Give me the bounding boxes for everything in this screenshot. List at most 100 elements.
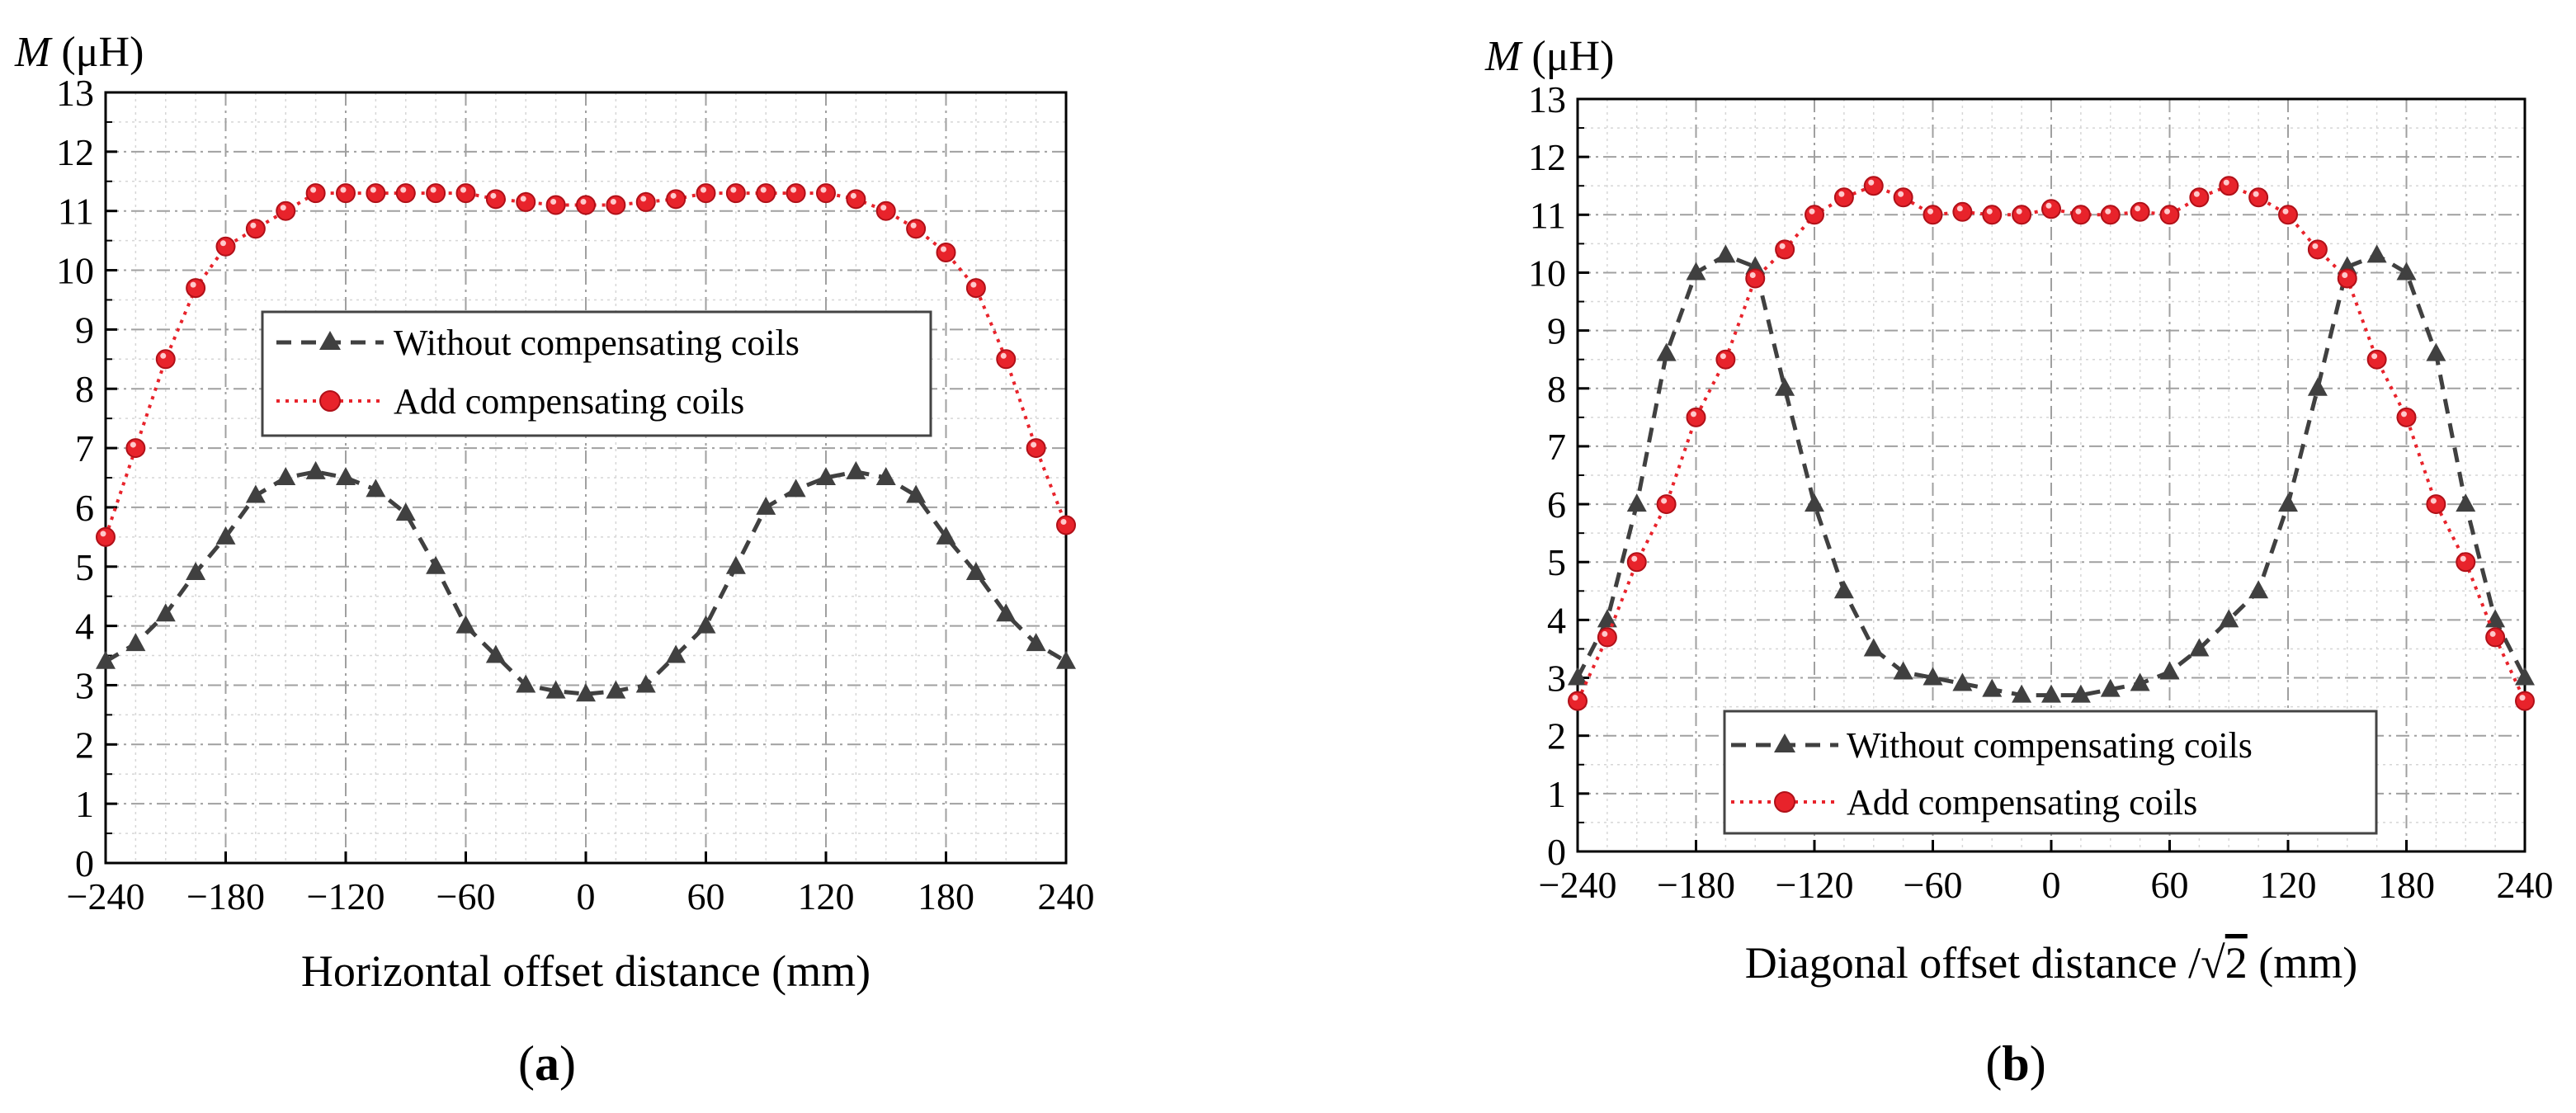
data-point-add xyxy=(725,183,746,204)
x-tick-label: 240 xyxy=(1038,875,1095,917)
series-layer-a xyxy=(96,183,1076,702)
data-point-without xyxy=(96,650,116,669)
data-point-add xyxy=(1597,627,1617,648)
legend-box-a xyxy=(261,310,932,437)
data-point-without xyxy=(875,467,896,485)
data-point-add xyxy=(666,189,686,210)
data-point-add xyxy=(936,242,956,262)
data-point-add xyxy=(1568,691,1588,711)
data-point-add-highlight xyxy=(1000,352,1007,359)
data-point-add xyxy=(2485,627,2506,648)
data-point-add-highlight xyxy=(1060,518,1067,525)
data-point-add xyxy=(2337,268,2357,289)
data-point-add xyxy=(545,195,566,215)
data-point-add xyxy=(2130,201,2150,222)
data-point-without xyxy=(1686,262,1706,281)
data-point-without xyxy=(2219,609,2239,628)
data-point-without xyxy=(1863,638,1884,657)
x-tick-label: 0 xyxy=(2042,864,2061,906)
data-point-add xyxy=(1775,239,1795,260)
data-point-without xyxy=(2485,609,2506,628)
x-tick-label: −240 xyxy=(1539,864,1617,906)
data-point-add xyxy=(2515,691,2535,711)
data-point-add xyxy=(336,183,356,204)
y-tick-label: 5 xyxy=(1547,541,1566,583)
data-point-without xyxy=(186,561,206,580)
x-tick-label: 120 xyxy=(2260,864,2317,906)
data-point-add xyxy=(2219,176,2239,196)
y-tick-label: 12 xyxy=(56,131,94,173)
y-tick-label: 8 xyxy=(1547,368,1566,410)
data-point-add-highlight xyxy=(670,192,677,199)
data-point-add-highlight xyxy=(2045,202,2052,209)
data-point-add xyxy=(1982,205,2003,225)
data-point-without xyxy=(1982,678,2003,697)
data-point-add-highlight xyxy=(2312,243,2319,249)
data-point-without xyxy=(2159,661,2180,680)
data-point-add xyxy=(846,189,866,210)
y-tick-label: 9 xyxy=(1547,310,1566,352)
data-point-add xyxy=(576,195,596,215)
data-point-without xyxy=(155,603,176,622)
data-point-add-highlight xyxy=(2401,411,2407,417)
legend-a: Without compensating coils Add compensat… xyxy=(261,310,932,437)
data-point-add-highlight xyxy=(1661,498,1668,504)
legend-label-without-b: Without compensating coils xyxy=(1847,725,2253,766)
data-point-add-highlight xyxy=(160,352,167,359)
y-tick-label: 12 xyxy=(1528,136,1566,178)
data-point-add-highlight xyxy=(1779,243,1786,249)
data-point-add xyxy=(125,438,146,459)
data-point-add xyxy=(1715,349,1736,370)
data-point-without xyxy=(725,555,746,574)
data-point-add xyxy=(1686,407,1706,427)
data-point-without xyxy=(366,479,386,498)
data-point-add xyxy=(2189,187,2210,208)
data-point-add-highlight xyxy=(2016,208,2022,215)
data-point-without xyxy=(215,526,236,545)
data-point-add xyxy=(2307,239,2328,260)
x-tick-label: 60 xyxy=(687,875,725,917)
data-point-add-highlight xyxy=(490,192,497,199)
data-point-add-highlight xyxy=(580,199,587,205)
x-tick-label: 60 xyxy=(2151,864,2189,906)
legend-marker-without-b xyxy=(1774,733,1795,752)
data-point-add-highlight xyxy=(1986,208,1993,215)
data-point-add xyxy=(276,200,296,221)
y-tick-label: 3 xyxy=(75,664,94,706)
panel-label-b: (b) xyxy=(1985,1036,2045,1091)
data-point-add xyxy=(395,183,416,204)
data-point-add xyxy=(2456,552,2476,573)
data-point-add-highlight xyxy=(970,281,977,288)
data-point-add xyxy=(2426,494,2446,515)
data-point-add-highlight xyxy=(370,186,376,193)
y-axis-unit-b: (μH) xyxy=(1521,33,1614,80)
data-point-without xyxy=(2189,638,2210,657)
data-point-add xyxy=(816,183,836,204)
y-tick-label: 11 xyxy=(1530,194,1566,236)
legend-b: Without compensating coils Add compensat… xyxy=(1723,710,2378,835)
x-tick-label: −180 xyxy=(1657,864,1735,906)
data-point-add-highlight xyxy=(2282,208,2289,215)
data-point-add-highlight xyxy=(1898,191,1904,197)
data-point-add xyxy=(996,349,1017,370)
data-point-add xyxy=(426,183,446,204)
data-point-without xyxy=(2426,342,2446,361)
data-point-without xyxy=(2100,678,2121,697)
data-point-add xyxy=(2070,205,2091,225)
y-tick-label: 0 xyxy=(75,842,94,884)
data-point-add xyxy=(516,191,536,212)
data-point-add xyxy=(2012,205,2032,225)
data-point-add-highlight xyxy=(250,222,257,229)
data-point-add-highlight xyxy=(730,186,737,193)
data-point-without xyxy=(1056,650,1076,669)
x-tick-label: 0 xyxy=(577,875,596,917)
data-point-without xyxy=(516,674,536,693)
x-tick-label: −60 xyxy=(436,875,496,917)
y-tick-label: 10 xyxy=(1528,252,1566,294)
data-point-without xyxy=(245,484,266,503)
data-point-add-highlight xyxy=(610,199,616,205)
data-point-add xyxy=(1863,176,1884,196)
data-point-add xyxy=(96,526,116,547)
